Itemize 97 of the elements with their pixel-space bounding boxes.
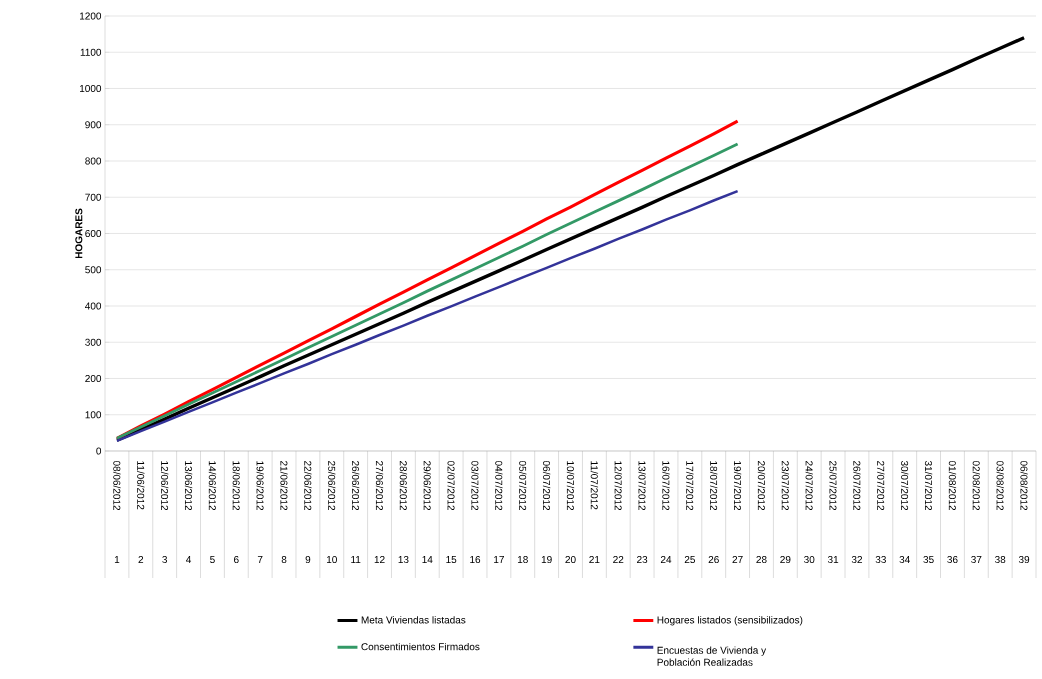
text: 20 <box>565 556 576 564</box>
text: 28 <box>756 556 767 564</box>
legend-label: Meta Viviendas listadas <box>361 616 466 624</box>
legend-label: Encuestas de Vivienda y Población Realizadas <box>657 646 767 666</box>
text: 14 <box>422 556 433 563</box>
y-tick-label: 600 <box>85 229 102 238</box>
y-tick-label: 100 <box>85 411 102 419</box>
x-tick-label: 18/07/2012 <box>710 461 718 511</box>
text: 24 <box>660 556 672 563</box>
x-tick-label: 29/06/2012 <box>423 461 431 511</box>
text: 22 <box>613 556 624 563</box>
x-tick-label: 30/07/2012 <box>901 460 909 511</box>
text: 18 <box>517 556 528 564</box>
x-tick-label: 13/07/2012 <box>638 461 646 511</box>
text: 26 <box>708 556 719 564</box>
y-tick-label: 700 <box>85 193 102 201</box>
y-tick-label: 300 <box>85 338 102 346</box>
x-tick-label: 24/07/2012 <box>805 461 813 511</box>
text: 34 <box>899 556 910 564</box>
x-tick-label: 11/06/2012 <box>137 461 145 510</box>
line-series <box>115 189 739 443</box>
text: 27 <box>732 556 743 563</box>
y-tick-label: 1100 <box>80 48 102 56</box>
x-tick-label: 18/06/2012 <box>232 461 240 511</box>
x-tick-label: 03/08/2012 <box>996 460 1004 511</box>
text: 4 <box>186 556 192 563</box>
x-tick-label: 06/07/2012 <box>542 460 551 511</box>
y-tick-label: 800 <box>85 157 102 165</box>
text: 23 <box>637 556 648 564</box>
x-tick-label: 22/06/2012 <box>304 461 312 511</box>
text: 13 <box>398 556 409 564</box>
x-tick-label: 02/07/2012 <box>447 460 455 511</box>
x-tick-label: 05/07/2012 <box>519 460 527 511</box>
x-tick-label: 10/07/2012 <box>566 461 575 511</box>
x-tick-label: 08/06/2012 <box>113 460 121 511</box>
x-tick-label: 12/07/2012 <box>614 461 622 511</box>
y-tick-label: 400 <box>85 302 102 310</box>
x-tick-label: 12/06/2012 <box>161 461 169 511</box>
text: 31 <box>827 556 839 564</box>
y-tick-label: 0 <box>96 447 102 455</box>
legend-label: Consentimientos Firmados <box>361 642 480 651</box>
y-tick-label: 900 <box>85 121 102 129</box>
text: 36 <box>947 556 958 564</box>
x-tick-label: 11/07/2012 <box>590 461 599 510</box>
x-tick-label: 03/07/2012 <box>471 460 479 511</box>
x-tick-label: 25/06/2012 <box>328 461 336 511</box>
x-tick-label: 01/08/2012 <box>948 460 957 511</box>
x-tick-label: 21/06/2012 <box>280 461 288 511</box>
text: 39 <box>1018 556 1030 564</box>
x-tick-label: 16/07/2012 <box>662 461 670 511</box>
text: 9 <box>305 556 311 564</box>
x-tick-label: 25/07/2012 <box>829 461 837 511</box>
text: 1 <box>114 556 120 563</box>
text: 17 <box>494 556 504 563</box>
text: 11 <box>351 556 361 563</box>
x-tick-label: 17/07/2012 <box>686 461 694 511</box>
x-tick-label: 26/06/2012 <box>351 461 360 511</box>
x-tick-label: 20/07/2012 <box>757 461 766 511</box>
text: 16 <box>470 556 481 564</box>
x-tick-label: 27/07/2012 <box>877 461 885 511</box>
y-tick-label: 1200 <box>80 12 102 20</box>
text: 10 <box>327 556 337 564</box>
legend-label: Hogares listados (sensibilizados) <box>657 616 803 626</box>
text: 3 <box>162 556 168 564</box>
x-tick-label: 31/07/2012 <box>924 460 933 511</box>
x-tick-label: 26/07/2012 <box>853 461 861 511</box>
y-axis-title: HOGARES <box>75 208 83 259</box>
x-tick-label: 23/07/2012 <box>781 461 790 511</box>
text: 2 <box>138 556 144 563</box>
text: 15 <box>446 556 457 564</box>
x-tick-label: 28/06/2012 <box>399 461 408 511</box>
x-tick-label: 06/08/2012 <box>1020 460 1028 511</box>
text: 25 <box>684 556 696 564</box>
x-tick-label: 19/06/2012 <box>256 461 264 511</box>
text: 35 <box>923 556 934 564</box>
x-tick-label: 13/06/2012 <box>184 461 193 511</box>
text: 30 <box>804 556 815 564</box>
y-tick-label: 1000 <box>80 84 102 93</box>
text: 19 <box>541 556 552 564</box>
text: 7 <box>257 556 263 563</box>
x-tick-label: 02/08/2012 <box>972 460 980 511</box>
x-tick-label: 14/06/2012 <box>208 461 217 511</box>
text: 8 <box>281 556 287 564</box>
text: 21 <box>589 556 600 563</box>
text: 38 <box>995 556 1006 564</box>
y-tick-label: 500 <box>85 266 102 274</box>
x-tick-label: 27/06/2012 <box>375 461 384 511</box>
text: 12 <box>374 556 385 563</box>
x-tick-label: 19/07/2012 <box>733 461 742 511</box>
text: 32 <box>851 556 863 564</box>
text: 5 <box>210 556 215 564</box>
text: 37 <box>971 556 982 564</box>
text: 29 <box>780 556 791 564</box>
y-tick-label: 200 <box>85 374 102 383</box>
text: 6 <box>234 556 239 564</box>
text: 33 <box>875 556 886 564</box>
x-tick-label: 04/07/2012 <box>495 460 503 511</box>
